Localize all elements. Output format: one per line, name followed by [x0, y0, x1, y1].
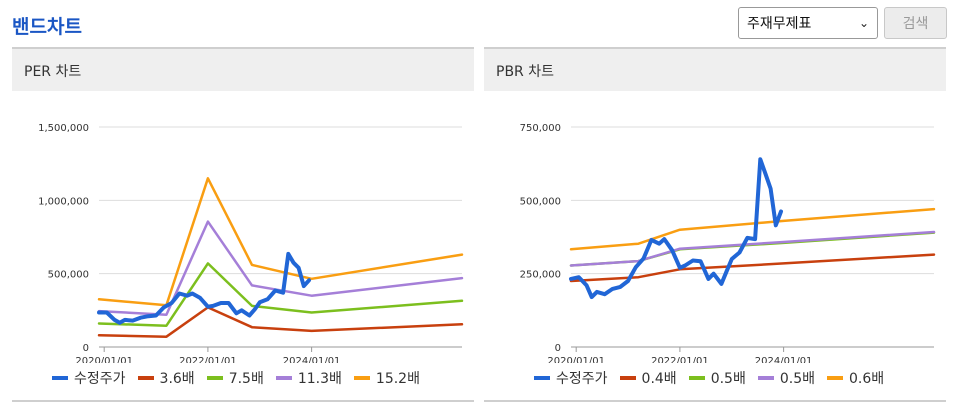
legend-item[interactable]: 11.3배: [275, 368, 342, 388]
legend-label: 11.3배: [297, 371, 342, 387]
search-button[interactable]: 검색: [884, 7, 947, 39]
legend-label: 수정주가: [74, 371, 126, 387]
y-tick-label: 750,000: [520, 123, 561, 134]
legend-swatch: [534, 376, 550, 380]
series-line: [97, 306, 464, 338]
series-line: [569, 157, 783, 300]
statement-type-select[interactable]: 주재무제표 ⌄: [738, 7, 878, 39]
series-line: [97, 220, 464, 316]
x-tick-label: 2024/01/01: [755, 356, 813, 363]
series-line: [97, 177, 464, 307]
series-line: [569, 230, 936, 267]
series-line: [97, 262, 464, 327]
legend-item[interactable]: 3.6배: [137, 368, 195, 388]
pbr-legend: 수정주가 0.4배 0.5배 0.5배 0.6배: [534, 368, 884, 388]
legend-swatch: [757, 376, 774, 380]
series-line: [569, 253, 936, 283]
x-tick-label: 2022/01/01: [179, 356, 237, 363]
legend-swatch: [827, 376, 843, 380]
legend-item[interactable]: 0.6배: [827, 368, 884, 388]
legend-item[interactable]: 0.5배: [757, 368, 815, 388]
legend-label: 15.2배: [375, 371, 420, 387]
panel-divider: [12, 400, 474, 402]
legend-swatch: [275, 376, 292, 380]
y-tick-label: 500,000: [520, 196, 561, 207]
legend-label: 0.5배: [710, 371, 746, 387]
controls: 주재무제표 ⌄ 검색: [738, 7, 947, 39]
y-tick-label: 1,500,000: [38, 123, 89, 134]
legend-label: 수정주가: [556, 371, 608, 387]
pbr-chart-panel: PBR 차트 0 250,000 500,000 750,000 2020/01/01 2…: [484, 47, 946, 402]
legend-label: 3.6배: [159, 371, 195, 387]
legend-item[interactable]: 7.5배: [206, 368, 264, 388]
y-tick-label: 0: [83, 343, 89, 354]
y-tick-label: 1,000,000: [38, 196, 89, 207]
per-legend: 수정주가 3.6배 7.5배 11.3배 15.2배: [52, 368, 420, 388]
series-line: [97, 251, 311, 325]
legend-label: 7.5배: [228, 371, 264, 387]
legend-item[interactable]: 0.4배: [619, 368, 677, 388]
x-tick-label: 2022/01/01: [651, 356, 709, 363]
per-chart: 0 500,000 1,000,000 1,500,000 2020/01/01 2022…: [38, 123, 464, 363]
pbr-chart: 0 250,000 500,000 750,000 2020/01/01 2022/01/…: [520, 123, 936, 363]
legend-swatch: [137, 376, 154, 380]
legend-swatch: [619, 376, 636, 380]
per-chart-panel: PER 차트 0 500,000 1,000,000 1,500,000 2020/01…: [12, 47, 474, 402]
x-tick-label: 2020/01/01: [547, 356, 605, 363]
legend-label: 0.6배: [849, 371, 885, 387]
panel-divider: [484, 400, 946, 402]
section-title: 밴드차트: [12, 16, 82, 38]
select-value: 주재무제표: [747, 16, 812, 32]
legend-item[interactable]: 수정주가: [534, 368, 608, 388]
legend-swatch: [206, 376, 223, 380]
legend-swatch: [688, 376, 705, 380]
y-tick-label: 500,000: [48, 270, 89, 281]
x-tick-label: 2020/01/01: [75, 356, 133, 363]
panel-title: PER 차트: [12, 47, 474, 91]
chevron-down-icon: ⌄: [858, 16, 869, 30]
y-tick-label: 0: [555, 343, 561, 354]
y-tick-label: 250,000: [520, 270, 561, 281]
legend-swatch: [353, 376, 370, 380]
legend-label: 0.5배: [779, 371, 815, 387]
legend-item[interactable]: 수정주가: [52, 368, 126, 388]
panel-title: PBR 차트: [484, 47, 946, 91]
legend-item[interactable]: 15.2배: [353, 368, 420, 388]
series-line: [569, 207, 936, 251]
legend-label: 0.4배: [641, 371, 677, 387]
x-tick-label: 2024/01/01: [283, 356, 341, 363]
legend-swatch: [52, 376, 68, 380]
legend-item[interactable]: 0.5배: [688, 368, 746, 388]
